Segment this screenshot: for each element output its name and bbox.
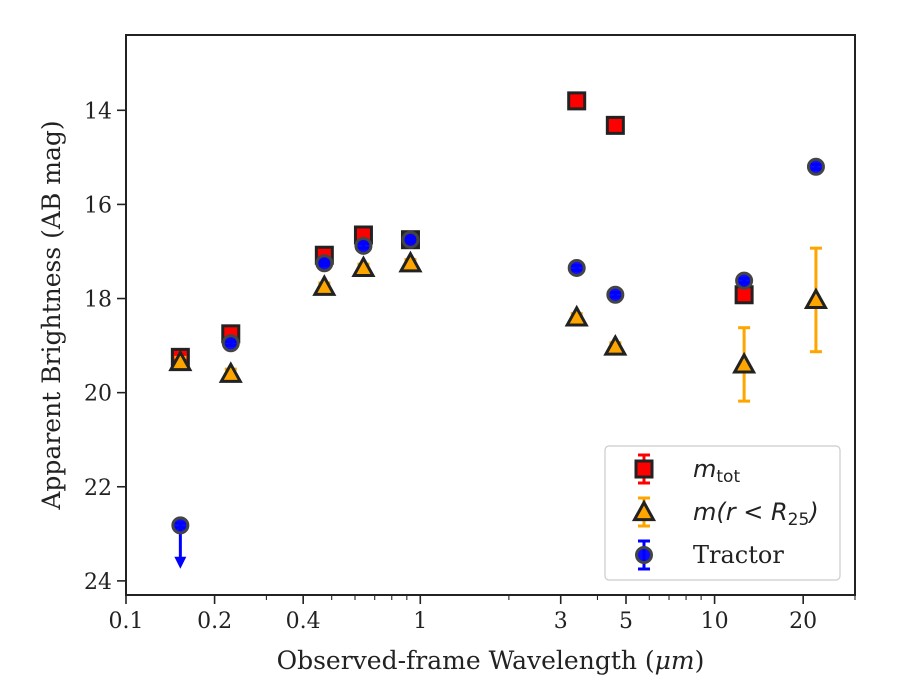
upper-limit-arrow [174,556,187,569]
x-tick-label: 0.2 [197,609,232,634]
triangle-marker [168,349,193,372]
data-point-mr25 [564,304,589,327]
y-axis-label: Apparent Brightness (AB mag) [37,120,66,510]
data-point-mr25 [312,274,337,296]
data-points [168,91,828,569]
circle-marker [606,285,625,304]
legend-label-tractor: Tractor [693,541,784,569]
circle-marker [735,271,754,290]
legend: mtot m(r < R25) Tractor [604,445,841,581]
data-point-mtot [605,115,625,135]
y-tick-label: 22 [84,476,112,501]
data-point-tractor [354,236,373,255]
x-tick-label: 3 [554,609,568,634]
series-tractor [171,157,825,569]
data-point-tractor [567,258,586,277]
triangle-marker [398,250,423,273]
x-tick-label: 0.4 [286,609,321,634]
data-point-mr25 [603,333,628,356]
data-point-tractor [806,157,825,176]
circle-marker [315,254,334,273]
y-tick-label: 20 [84,382,112,407]
y-tick-label: 24 [84,570,112,595]
legend-item-mr25: m(r < R25) [631,496,819,530]
x-tick-label: 1 [413,609,427,634]
x-axis-label-prefix: Observed-frame Wavelength ( [277,646,655,675]
circle-marker [401,230,420,249]
data-point-tractor [735,271,754,290]
x-tick-label: 10 [701,609,729,634]
x-axis-label: Observed-frame Wavelength (μm) [277,646,705,675]
triangle-marker [351,255,376,278]
series-mtot [170,91,754,367]
square-marker [567,91,587,111]
data-point-mr25 [732,326,757,403]
circle-marker [806,157,825,176]
legend-square-marker [634,459,654,479]
data-point-mr25 [168,349,193,372]
circle-marker [221,334,240,353]
plot-frame [125,34,856,596]
legend-label-mr25: m(r < R25) [693,498,819,530]
x-tick-label: 0.1 [109,609,144,634]
data-point-mr25 [803,246,828,354]
data-point-tractor [606,285,625,304]
data-point-tractor [171,516,190,569]
data-point-mr25 [351,255,376,278]
triangle-marker [564,304,589,327]
legend-item-tractor: Tractor [635,539,784,571]
x-tick-label: 5 [619,609,633,634]
legend-triangle-marker [631,499,657,522]
y-tick-label: 14 [84,99,112,124]
triangle-marker [732,351,757,374]
legend-box [604,445,841,581]
legend-item-mtot: mtot [634,453,740,487]
data-point-tractor [401,230,420,249]
axis-ticks: 0.1 0.2 0.4 1 3 5 10 20 14 16 18 20 22 24 [84,99,856,634]
circle-marker [567,258,586,277]
series-mr25 [168,246,828,403]
legend-items: mtot m(r < R25) Tractor [631,453,819,571]
y-tick-label: 16 [84,193,112,218]
y-tick-label: 18 [84,288,112,313]
data-point-mr25 [218,361,243,383]
data-point-tractor [315,254,334,273]
x-tick-label: 20 [789,609,817,634]
triangle-marker [312,274,337,296]
triangle-marker [603,333,628,356]
circle-marker [171,516,190,535]
square-marker [605,115,625,135]
data-point-mr25 [398,250,423,273]
x-axis-label-unit: μm [655,646,695,675]
legend-circle-marker [635,546,653,564]
data-point-tractor [221,334,240,353]
triangle-marker [803,287,828,310]
triangle-marker [218,361,243,383]
circle-marker [354,236,373,255]
data-point-mtot [567,91,587,111]
x-axis-label-suffix: ) [695,646,705,675]
legend-label-mtot: mtot [693,455,740,487]
